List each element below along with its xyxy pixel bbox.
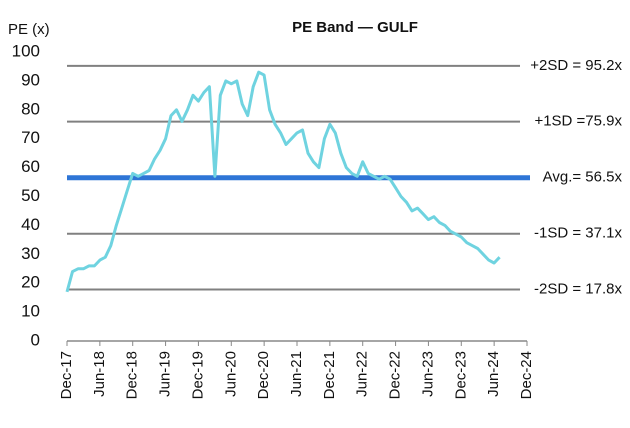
band-label: -1SD = 37.1x bbox=[534, 225, 622, 242]
y-tick-label: 60 bbox=[21, 157, 40, 176]
x-tick-label: Dec-18 bbox=[124, 351, 141, 399]
y-tick-label: 80 bbox=[21, 99, 40, 118]
pe-line bbox=[65, 70, 501, 293]
y-tick-label: 90 bbox=[21, 70, 40, 89]
band-label: +2SD = 95.2x bbox=[530, 57, 622, 74]
band-label: -2SD = 17.8x bbox=[534, 281, 622, 298]
x-tick-label: Dec-19 bbox=[189, 351, 206, 399]
y-tick-label: 30 bbox=[21, 244, 40, 263]
x-tick-label: Jun-20 bbox=[222, 351, 239, 397]
x-tick-label: Jun-18 bbox=[91, 351, 108, 397]
x-tick-label: Jun-22 bbox=[354, 351, 371, 397]
y-tick-label: 40 bbox=[21, 215, 40, 234]
x-tick-label: Dec-24 bbox=[518, 351, 535, 399]
x-tick-label: Jun-23 bbox=[419, 351, 436, 397]
x-tick-label: Dec-21 bbox=[321, 351, 338, 399]
x-tick-label: Jun-24 bbox=[485, 351, 502, 397]
x-tick-label: Jun-21 bbox=[288, 351, 305, 397]
y-axis-label: PE (x) bbox=[8, 21, 50, 38]
y-tick-label: 0 bbox=[31, 330, 40, 349]
y-tick-label: 20 bbox=[21, 273, 40, 292]
y-tick-label: 50 bbox=[21, 186, 40, 205]
x-tick-label: Dec-23 bbox=[452, 351, 469, 399]
y-tick-label: 70 bbox=[21, 128, 40, 147]
x-tick-label: Jun-19 bbox=[157, 351, 174, 397]
x-tick-label: Dec-22 bbox=[387, 351, 404, 399]
chart-title: PE Band — GULF bbox=[292, 19, 418, 36]
y-tick-label: 100 bbox=[12, 41, 40, 60]
band-label: Avg.= 56.5x bbox=[543, 169, 623, 186]
x-tick-label: Dec-17 bbox=[58, 351, 75, 399]
y-tick-label: 10 bbox=[21, 302, 40, 321]
band-label: +1SD =75.9x bbox=[534, 113, 622, 130]
x-tick-label: Dec-20 bbox=[255, 351, 272, 399]
